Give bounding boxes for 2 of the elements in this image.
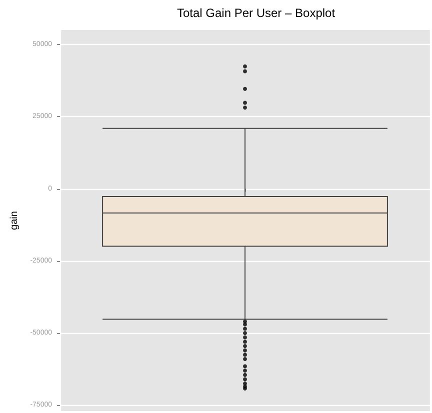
- y-axis-title: gain: [8, 211, 20, 230]
- chart-title: Total Gain Per User – Boxplot: [176, 6, 336, 20]
